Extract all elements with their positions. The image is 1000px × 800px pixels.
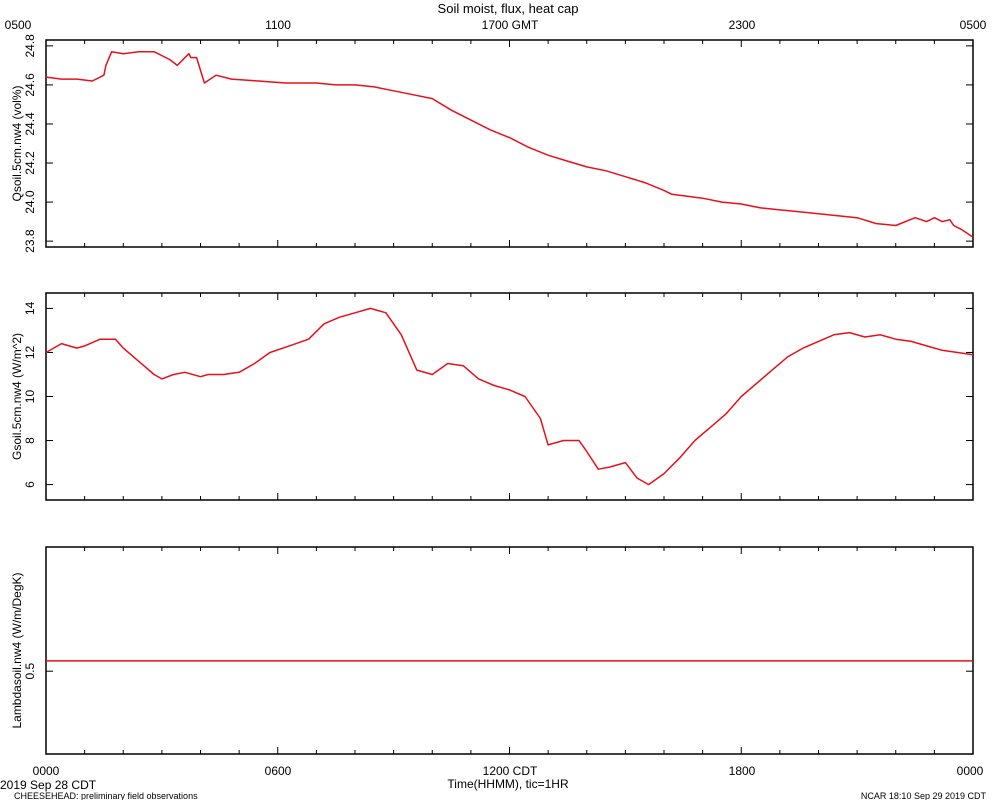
series-line [45, 307, 974, 486]
top-axis-label: 0500 [5, 18, 32, 32]
chart-panel: 6 8 10 12 14 Gsoil.5cm.nw4 (W/m^2) [10, 292, 974, 501]
series-line [45, 50, 974, 238]
y-tick-label: 6 [23, 481, 37, 488]
top-axis-label: 1700 GMT [482, 18, 539, 32]
bottom-axis-label: 1800 [729, 764, 756, 778]
top-axis-labels: 0500 1100 1700 GMT 2300 0500 [5, 18, 987, 32]
bottom-axis-label: 0000 [33, 764, 60, 778]
y-tick-label: 10 [23, 390, 37, 404]
bottom-axis-label: 0000 [957, 764, 984, 778]
y-axis-title: Qsoil.5cm.nw4 (vol%) [10, 85, 24, 201]
y-tick-label: 24.0 [23, 190, 37, 214]
top-axis-label: 1100 [265, 18, 291, 32]
bottom-axis-label: 0600 [265, 764, 292, 778]
y-tick-label: 0.5 [23, 663, 37, 680]
top-axis-label: 0500 [960, 18, 987, 32]
project-label: CHEESEHEAD: preliminary field observatio… [14, 791, 198, 800]
chart-title: Soil moist, flux, heat cap [438, 1, 579, 16]
chart-panel: 23.8 24.0 24.2 24.4 24.6 24.8 Qsoil.5cm.nw4 (v… [10, 34, 974, 253]
y-tick-label: 24.2 [23, 151, 37, 175]
y-axis-title: Gsoil.5cm.nw4 (W/m^2) [10, 333, 24, 460]
plot-frame [45, 546, 974, 755]
x-axis-title: Time(HHMM), tic=1HR [447, 777, 569, 791]
y-tick-label: 8 [23, 437, 37, 444]
y-tick-label: 24.4 [23, 112, 37, 136]
y-tick-label: 14 [23, 301, 37, 315]
y-tick-label: 23.8 [23, 229, 37, 253]
y-axis-title: Lambdasoil.nw4 (W/m/DegK) [10, 572, 24, 728]
y-tick-label: 24.6 [23, 73, 37, 97]
y-tick-label: 24.8 [23, 34, 37, 58]
date-label: 2019 Sep 28 CDT [0, 778, 97, 792]
ncar-timestamp-label: NCAR 18:10 Sep 29 2019 CDT [861, 791, 987, 800]
y-tick-label: 12 [23, 345, 37, 359]
bottom-axis-labels: 0000 0600 1200 CDT 1800 0000 [33, 764, 984, 778]
plot-frame [45, 292, 974, 501]
bottom-axis-label: 1200 CDT [483, 764, 538, 778]
top-axis-label: 2300 [729, 18, 756, 32]
